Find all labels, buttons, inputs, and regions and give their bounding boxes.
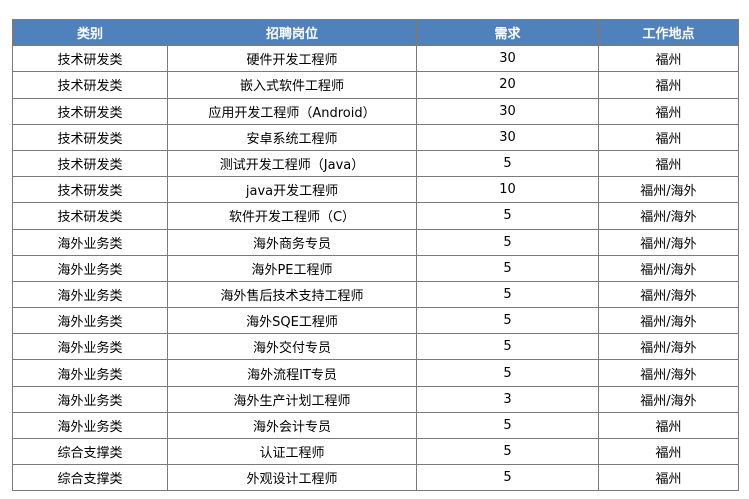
header-cell: 招聘岗位 bbox=[167, 18, 417, 47]
table-cell: 海外业务类 bbox=[12, 385, 168, 413]
table-cell: 5 bbox=[416, 280, 599, 309]
table-cell: 5 bbox=[416, 254, 599, 282]
table-cell: 5 bbox=[416, 437, 599, 466]
table-cell: 5 bbox=[416, 333, 599, 361]
table-cell: 5 bbox=[416, 411, 599, 440]
table-row: 综合支撑类 认证工程师 5 福州 bbox=[12, 437, 739, 466]
table-cell: 福州 bbox=[598, 464, 739, 492]
table-cell: 技术研发类 bbox=[12, 71, 168, 99]
table-cell: 海外PE工程师 bbox=[167, 254, 417, 282]
table-row: 海外业务类 海外生产计划工程师 3 福州/海外 bbox=[12, 385, 739, 413]
table-cell: 海外业务类 bbox=[12, 228, 168, 256]
table-row: 海外业务类 海外商务专员 5 福州/海外 bbox=[12, 228, 739, 256]
table-cell: 福州/海外 bbox=[598, 333, 739, 361]
table-row: 技术研发类 测试开发工程师（Java） 5 福州 bbox=[12, 149, 739, 178]
table-cell: 海外商务专员 bbox=[167, 228, 417, 256]
table-cell: 海外业务类 bbox=[12, 359, 168, 387]
table-row: 海外业务类 海外交付专员 5 福州/海外 bbox=[12, 333, 739, 361]
table-cell: 5 bbox=[416, 202, 599, 230]
table-cell: 外观设计工程师 bbox=[167, 464, 417, 492]
table-cell: 30 bbox=[416, 123, 599, 151]
table-row: 海外业务类 海外会计专员 5 福州 bbox=[12, 411, 739, 440]
table-cell: 5 bbox=[416, 359, 599, 387]
table-row: 海外业务类 海外售后技术支持工程师 5 福州/海外 bbox=[12, 280, 739, 309]
table-cell: 福州/海外 bbox=[598, 307, 739, 335]
table-cell: 福州 bbox=[598, 45, 739, 73]
job-table: 类别 招聘岗位 需求 工作地点 技术研发类 硬件开发工程师 30 福州 技术研发类 嵌入式软件工… bbox=[12, 18, 739, 492]
table-cell: 应用开发工程师（Android） bbox=[167, 97, 417, 125]
table-cell: 认证工程师 bbox=[167, 437, 417, 466]
table-cell: 硬件开发工程师 bbox=[167, 45, 417, 73]
table-cell: 综合支撑类 bbox=[12, 437, 168, 466]
table-cell: 安卓系统工程师 bbox=[167, 123, 417, 151]
table-cell: 综合支撑类 bbox=[12, 464, 168, 492]
table-cell: 福州 bbox=[598, 97, 739, 125]
table-cell: 福州/海外 bbox=[598, 280, 739, 309]
table-cell: 3 bbox=[416, 385, 599, 413]
table-cell: 海外交付专员 bbox=[167, 333, 417, 361]
table-cell: 海外SQE工程师 bbox=[167, 307, 417, 335]
table-cell: 海外生产计划工程师 bbox=[167, 385, 417, 413]
table-cell: 技术研发类 bbox=[12, 149, 168, 178]
table-row: 海外业务类 海外流程IT专员 5 福州/海外 bbox=[12, 359, 739, 387]
table-row: 技术研发类 安卓系统工程师 30 福州 bbox=[12, 123, 739, 151]
table-cell: 福州/海外 bbox=[598, 202, 739, 230]
table-cell: 技术研发类 bbox=[12, 45, 168, 73]
table-cell: 软件开发工程师（C） bbox=[167, 202, 417, 230]
table-row: 技术研发类 应用开发工程师（Android） 30 福州 bbox=[12, 97, 739, 125]
table-cell: 技术研发类 bbox=[12, 202, 168, 230]
header-row: 类别 招聘岗位 需求 工作地点 bbox=[12, 18, 739, 47]
header-cell: 工作地点 bbox=[598, 18, 739, 47]
header-cell: 需求 bbox=[416, 18, 599, 47]
table-row: 海外业务类 海外SQE工程师 5 福州/海外 bbox=[12, 307, 739, 335]
table-cell: 嵌入式软件工程师 bbox=[167, 71, 417, 99]
header-cell: 类别 bbox=[12, 18, 168, 47]
table-cell: 海外业务类 bbox=[12, 254, 168, 282]
table-cell: 30 bbox=[416, 97, 599, 125]
table-cell: 福州/海外 bbox=[598, 254, 739, 282]
table-cell: 10 bbox=[416, 176, 599, 204]
table-cell: 海外售后技术支持工程师 bbox=[167, 280, 417, 309]
table-cell: 福州/海外 bbox=[598, 385, 739, 413]
table-row: 综合支撑类 外观设计工程师 5 福州 bbox=[12, 464, 739, 492]
table-cell: 福州 bbox=[598, 411, 739, 440]
table-cell: 5 bbox=[416, 149, 599, 178]
table-cell: 20 bbox=[416, 71, 599, 99]
table-cell: 技术研发类 bbox=[12, 97, 168, 125]
table-row: 技术研发类 软件开发工程师（C） 5 福州/海外 bbox=[12, 202, 739, 230]
table-cell: 30 bbox=[416, 45, 599, 73]
table-cell: 5 bbox=[416, 307, 599, 335]
table-cell: 测试开发工程师（Java） bbox=[167, 149, 417, 178]
table-cell: 海外流程IT专员 bbox=[167, 359, 417, 387]
table-cell: 5 bbox=[416, 228, 599, 256]
table-cell: 海外业务类 bbox=[12, 307, 168, 335]
table-cell: 海外业务类 bbox=[12, 411, 168, 440]
table-cell: 福州/海外 bbox=[598, 359, 739, 387]
table-cell: 福州 bbox=[598, 123, 739, 151]
table-row: 技术研发类 硬件开发工程师 30 福州 bbox=[12, 45, 739, 73]
table-cell: java开发工程师 bbox=[167, 176, 417, 204]
table-row: 海外业务类 海外PE工程师 5 福州/海外 bbox=[12, 254, 739, 282]
table-cell: 福州 bbox=[598, 149, 739, 178]
table-cell: 福州 bbox=[598, 437, 739, 466]
table-row: 技术研发类 嵌入式软件工程师 20 福州 bbox=[12, 71, 739, 99]
table-cell: 福州/海外 bbox=[598, 228, 739, 256]
table-cell: 海外业务类 bbox=[12, 333, 168, 361]
table-cell: 海外业务类 bbox=[12, 280, 168, 309]
table-cell: 5 bbox=[416, 464, 599, 492]
table-row: 技术研发类 java开发工程师 10 福州/海外 bbox=[12, 176, 739, 204]
table-cell: 海外会计专员 bbox=[167, 411, 417, 440]
table-cell: 技术研发类 bbox=[12, 176, 168, 204]
table-body: 技术研发类 硬件开发工程师 30 福州 技术研发类 嵌入式软件工程师 20 福州 技术研发类 应用… bbox=[12, 45, 739, 492]
table-cell: 技术研发类 bbox=[12, 123, 168, 151]
table-cell: 福州/海外 bbox=[598, 176, 739, 204]
table-cell: 福州 bbox=[598, 71, 739, 99]
